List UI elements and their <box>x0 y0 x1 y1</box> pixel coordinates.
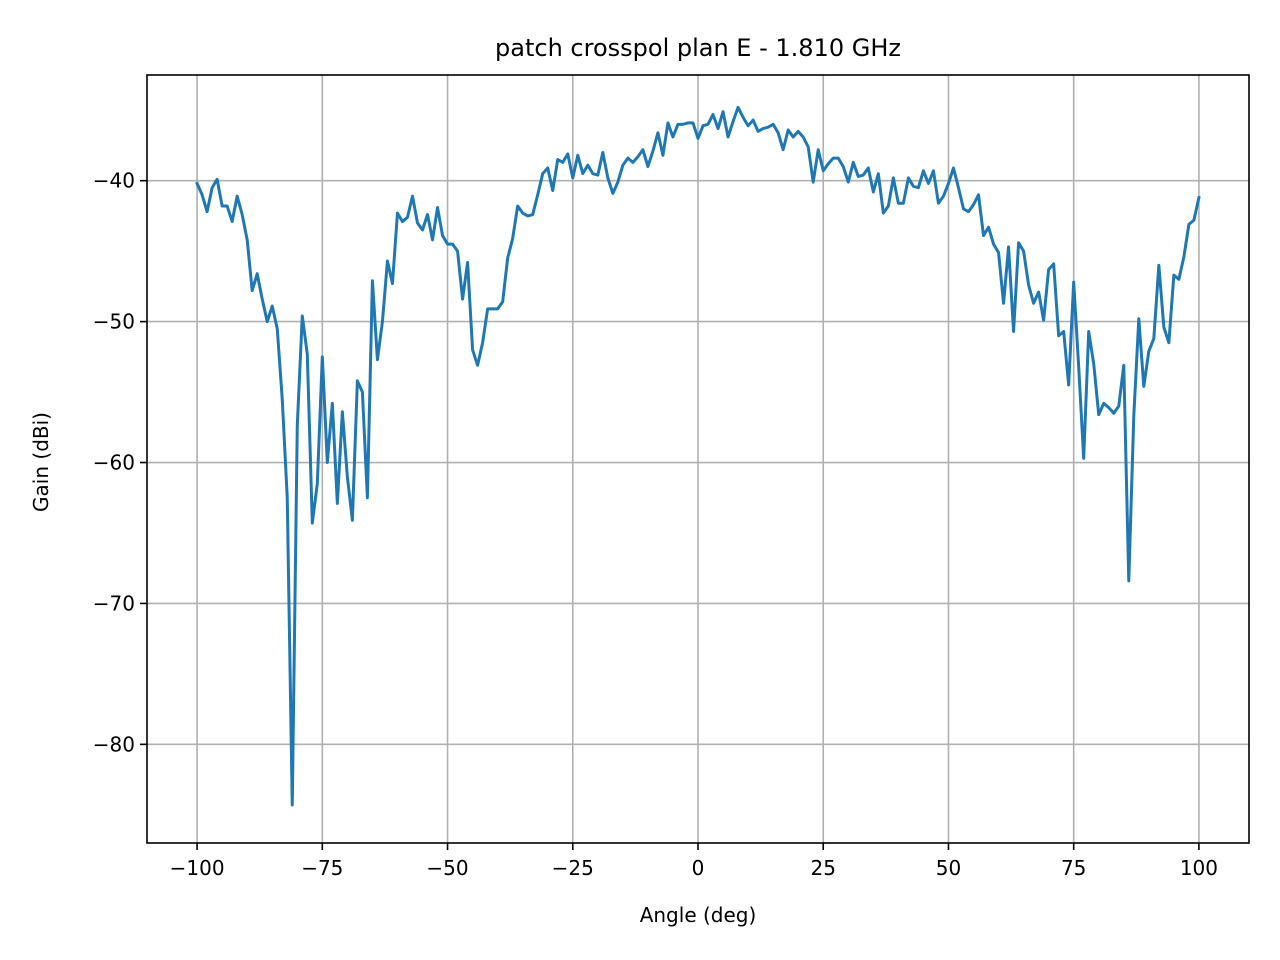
x-tick-label: 0 <box>692 856 705 880</box>
x-tick-label: −25 <box>552 856 594 880</box>
x-tick-label: −50 <box>426 856 468 880</box>
plot-line-layer <box>195 105 1201 807</box>
y-axis-ticks: −80 −70 −60 −50 −40 <box>93 169 147 756</box>
x-tick-label: 100 <box>1180 856 1218 880</box>
x-tick-label: 50 <box>936 856 961 880</box>
x-axis-label: Angle (deg) <box>640 903 757 927</box>
y-tick-label: −60 <box>93 451 135 475</box>
y-tick-label: −80 <box>93 732 135 756</box>
series-line <box>195 105 1201 807</box>
x-tick-label: −75 <box>301 856 343 880</box>
x-axis-ticks: −100 −75 −50 −25 0 25 50 75 100 <box>170 843 1218 880</box>
x-tick-label: −100 <box>170 856 225 880</box>
y-tick-label: −70 <box>93 591 135 615</box>
x-tick-label: 75 <box>1061 856 1086 880</box>
chart-title: patch crosspol plan E - 1.810 GHz <box>495 34 901 62</box>
y-tick-label: −40 <box>93 169 135 193</box>
grid-lines <box>147 75 1249 843</box>
y-tick-label: −50 <box>93 310 135 334</box>
y-axis-label: Gain (dBi) <box>29 412 53 512</box>
x-tick-label: 25 <box>811 856 836 880</box>
